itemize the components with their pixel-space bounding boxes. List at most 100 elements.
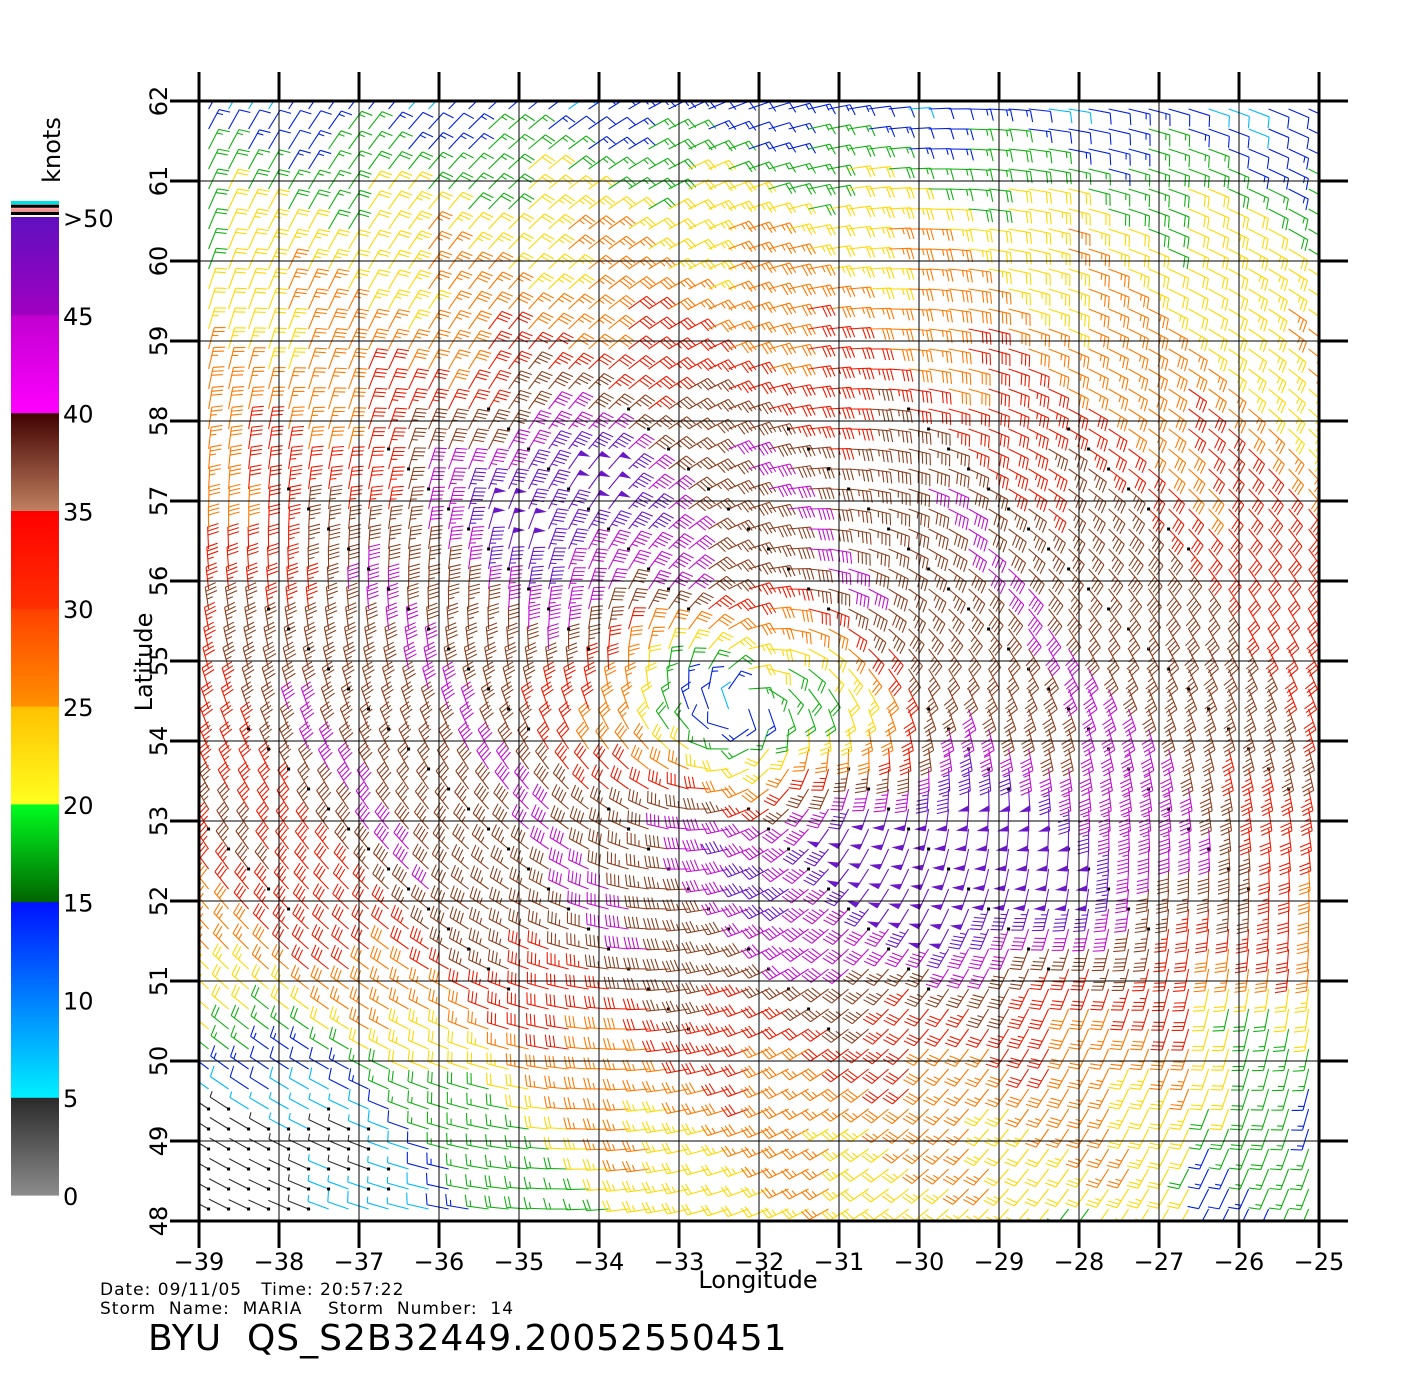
lon-tick-label: −26 xyxy=(1214,1248,1265,1276)
wind-barb xyxy=(1108,1048,1130,1070)
wind-barb xyxy=(523,1156,549,1170)
wind-barb xyxy=(548,868,569,890)
wind-barb xyxy=(788,343,816,357)
wind-barb xyxy=(1268,288,1288,312)
wind-barb xyxy=(948,168,974,181)
wind-barb xyxy=(868,528,891,547)
lon-tick-label: −27 xyxy=(1134,1248,1185,1276)
wind-barb xyxy=(428,427,448,450)
wind-barb xyxy=(435,761,451,791)
wind-barb xyxy=(1185,668,1199,697)
lat-tick-label: 62 xyxy=(145,86,173,117)
wind-barb xyxy=(1163,708,1177,737)
wind-barb xyxy=(668,645,684,670)
wind-barb xyxy=(508,133,535,150)
wind-barb xyxy=(1203,668,1219,697)
wind-barb xyxy=(292,903,309,930)
wind-barb xyxy=(948,428,971,447)
wind-barb xyxy=(406,1192,429,1210)
wind-barb xyxy=(469,886,489,910)
wind-barb xyxy=(1234,948,1250,974)
wind-barb xyxy=(507,970,529,990)
wind-barb xyxy=(1108,108,1132,126)
wind-barb xyxy=(974,828,990,852)
wind-barb xyxy=(268,109,292,130)
wind-barb xyxy=(948,528,969,552)
wind-barb xyxy=(1028,468,1049,492)
wind-barb xyxy=(356,761,372,790)
wind-barb xyxy=(1008,528,1027,553)
wind-barb xyxy=(823,888,850,907)
wind-barb xyxy=(348,485,363,510)
wind-barb xyxy=(288,149,311,170)
wind-barb xyxy=(1128,128,1151,146)
wind-barb xyxy=(804,708,817,737)
wind-barb xyxy=(1004,1128,1030,1148)
wind-barb xyxy=(488,271,514,290)
wind-barb xyxy=(1088,428,1108,452)
wind-barb xyxy=(527,565,544,591)
wind-barb xyxy=(1299,828,1312,856)
wind-barb xyxy=(1188,348,1208,372)
wind-barb xyxy=(748,221,777,234)
wind-barb xyxy=(903,1068,929,1086)
wind-barb xyxy=(1126,1168,1150,1189)
wind-barb xyxy=(1292,1048,1310,1072)
wind-barb xyxy=(1137,848,1150,875)
wind-barb xyxy=(508,114,535,130)
wind-barb xyxy=(448,408,469,430)
wind-barb xyxy=(1048,428,1069,451)
wind-barb xyxy=(720,805,751,818)
wind-barb xyxy=(368,229,392,250)
wind-barb xyxy=(806,828,830,848)
wind-barb xyxy=(540,681,554,710)
wind-barb xyxy=(1248,368,1267,393)
wind-barb xyxy=(214,862,230,890)
wind-barb xyxy=(1147,1168,1170,1189)
wind-barb xyxy=(484,641,497,670)
wind-barb xyxy=(1007,1008,1030,1030)
wind-barb xyxy=(1188,228,1210,250)
wind-barb xyxy=(788,628,812,645)
wind-barb xyxy=(808,628,830,648)
wind-barb xyxy=(907,547,929,571)
wind-barb xyxy=(528,233,555,250)
wind-barb xyxy=(648,473,675,490)
wind-barb xyxy=(310,944,329,970)
wind-barb xyxy=(1208,328,1228,352)
wind-barb xyxy=(304,602,318,630)
wind-barb xyxy=(788,303,816,317)
wind-barb xyxy=(968,448,990,469)
wind-barb xyxy=(1194,948,1210,973)
wind-barb xyxy=(240,681,254,710)
wind-barb xyxy=(1068,468,1088,493)
wind-barb xyxy=(908,608,927,634)
wind-barb xyxy=(928,228,954,241)
wind-barb xyxy=(828,325,856,339)
wind-barb xyxy=(317,761,332,790)
wind-barb xyxy=(688,629,711,650)
wind-barb xyxy=(505,1094,529,1110)
wind-barb xyxy=(1302,748,1315,777)
wind-barb xyxy=(508,331,533,350)
wind-barb xyxy=(768,748,790,770)
wind-barb xyxy=(207,522,219,550)
wind-barb xyxy=(871,807,891,831)
wind-barb xyxy=(288,189,311,210)
wind-barb xyxy=(308,426,325,450)
wind-barb xyxy=(228,129,251,150)
wind-barb xyxy=(986,1028,1010,1049)
wind-barb xyxy=(567,869,589,890)
wind-barb xyxy=(1175,908,1190,934)
wind-barb xyxy=(507,409,531,431)
wind-barb xyxy=(706,711,729,730)
wind-barb xyxy=(701,1083,729,1097)
wind-barb xyxy=(548,134,576,150)
wind-barb xyxy=(1291,1088,1310,1111)
wind-barb xyxy=(988,548,1007,574)
wind-barb xyxy=(311,924,329,950)
wind-barb xyxy=(708,239,737,252)
wind-barb xyxy=(925,988,950,1008)
wind-barb xyxy=(668,627,688,650)
wind-barb xyxy=(701,820,729,835)
